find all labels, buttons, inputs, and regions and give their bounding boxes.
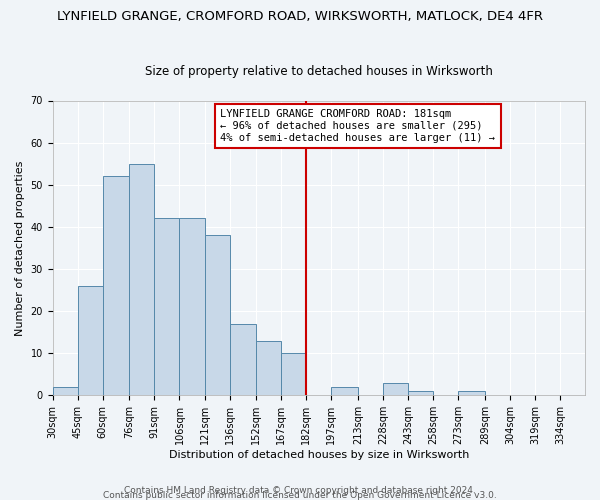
Title: Size of property relative to detached houses in Wirksworth: Size of property relative to detached ho… <box>145 66 493 78</box>
Bar <box>383 382 408 396</box>
Bar <box>230 324 256 396</box>
Text: Contains public sector information licensed under the Open Government Licence v3: Contains public sector information licen… <box>103 491 497 500</box>
X-axis label: Distribution of detached houses by size in Wirksworth: Distribution of detached houses by size … <box>169 450 469 460</box>
Bar <box>205 236 230 396</box>
Y-axis label: Number of detached properties: Number of detached properties <box>15 160 25 336</box>
Bar <box>130 164 154 396</box>
Text: LYNFIELD GRANGE CROMFORD ROAD: 181sqm
← 96% of detached houses are smaller (295): LYNFIELD GRANGE CROMFORD ROAD: 181sqm ← … <box>220 110 496 142</box>
Bar <box>77 286 103 396</box>
Bar <box>458 391 485 396</box>
Text: LYNFIELD GRANGE, CROMFORD ROAD, WIRKSWORTH, MATLOCK, DE4 4FR: LYNFIELD GRANGE, CROMFORD ROAD, WIRKSWOR… <box>57 10 543 23</box>
Text: Contains HM Land Registry data © Crown copyright and database right 2024.: Contains HM Land Registry data © Crown c… <box>124 486 476 495</box>
Bar <box>408 391 433 396</box>
Bar <box>281 353 307 396</box>
Bar <box>154 218 179 396</box>
Bar <box>53 387 77 396</box>
Bar <box>256 340 281 396</box>
Bar <box>331 387 358 396</box>
Bar <box>103 176 130 396</box>
Bar <box>179 218 205 396</box>
